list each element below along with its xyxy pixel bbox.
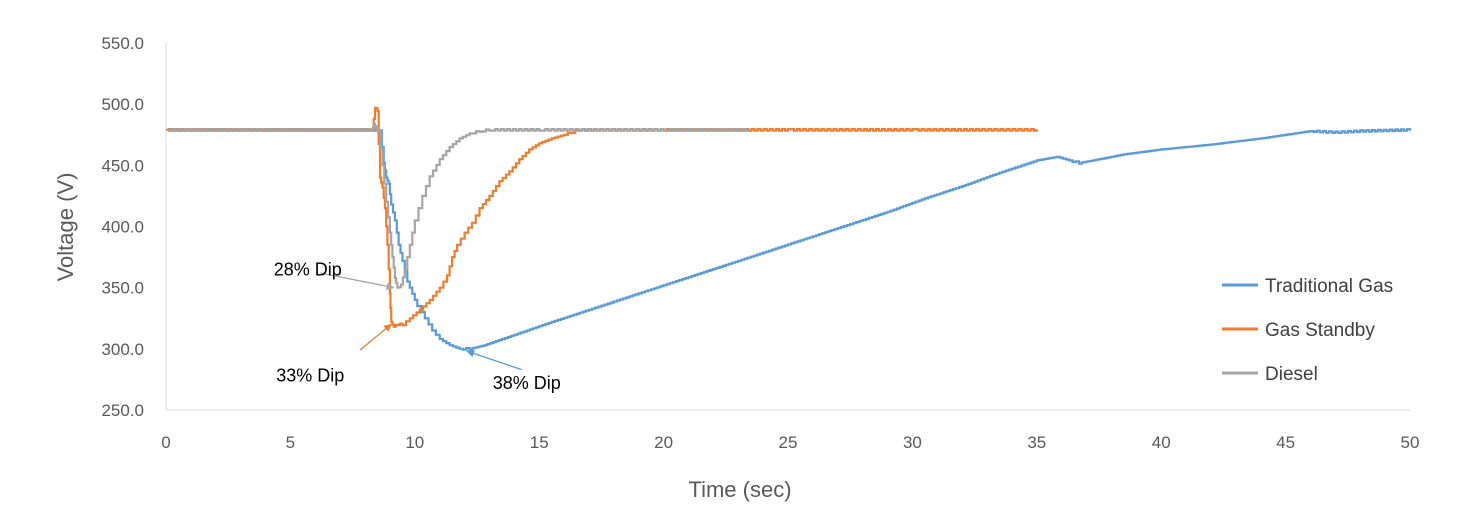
annotation-label: 38% Dip: [493, 373, 561, 393]
legend-label: Traditional Gas: [1265, 276, 1393, 297]
x-tick-label: 50: [1401, 433, 1420, 452]
series-line-gas-standby: [166, 106, 1038, 328]
x-axis-title: Time (sec): [688, 477, 791, 502]
x-tick-label: 5: [286, 433, 295, 452]
annotation-arrow: [359, 323, 392, 351]
annotation-arrow: [466, 349, 522, 371]
x-tick-label: 20: [654, 433, 673, 452]
axes: 0 5 10 15 20 25 30 35 40 45 50 550.0 500.0 450.0 400.0…: [101, 34, 1419, 452]
legend: Traditional Gas Gas Standby Diesel: [1222, 276, 1393, 385]
x-tick-label: 25: [779, 433, 798, 452]
legend-label: Gas Standby: [1265, 320, 1375, 341]
series-line-traditional-gas: [166, 128, 1412, 351]
y-tick-label: 250.0: [101, 401, 144, 420]
x-tick-label: 10: [405, 433, 424, 452]
y-tick-label: 300.0: [101, 340, 144, 359]
annotation-arrow: [320, 272, 395, 291]
x-tick-label: 35: [1027, 433, 1046, 452]
annotations: 28% Dip 33% Dip 38% Dip: [274, 259, 561, 393]
y-tick-label: 550.0: [101, 34, 144, 53]
legend-label: Diesel: [1265, 364, 1318, 385]
x-tick-label: 0: [161, 433, 170, 452]
series-layer: [166, 106, 1412, 351]
y-tick-label: 450.0: [101, 156, 144, 175]
annotation-label: 33% Dip: [276, 366, 344, 386]
x-tick-label: 15: [530, 433, 549, 452]
y-tick-label: 500.0: [101, 95, 144, 114]
y-tick-label: 400.0: [101, 218, 144, 237]
series-line-diesel: [166, 122, 750, 289]
x-tick-label: 40: [1152, 433, 1171, 452]
y-tick-label: 350.0: [101, 279, 144, 298]
x-tick-label: 45: [1276, 433, 1295, 452]
annotation-label: 28% Dip: [274, 259, 342, 279]
x-tick-label: 30: [903, 433, 922, 452]
y-axis-title: Voltage (V): [53, 173, 78, 282]
